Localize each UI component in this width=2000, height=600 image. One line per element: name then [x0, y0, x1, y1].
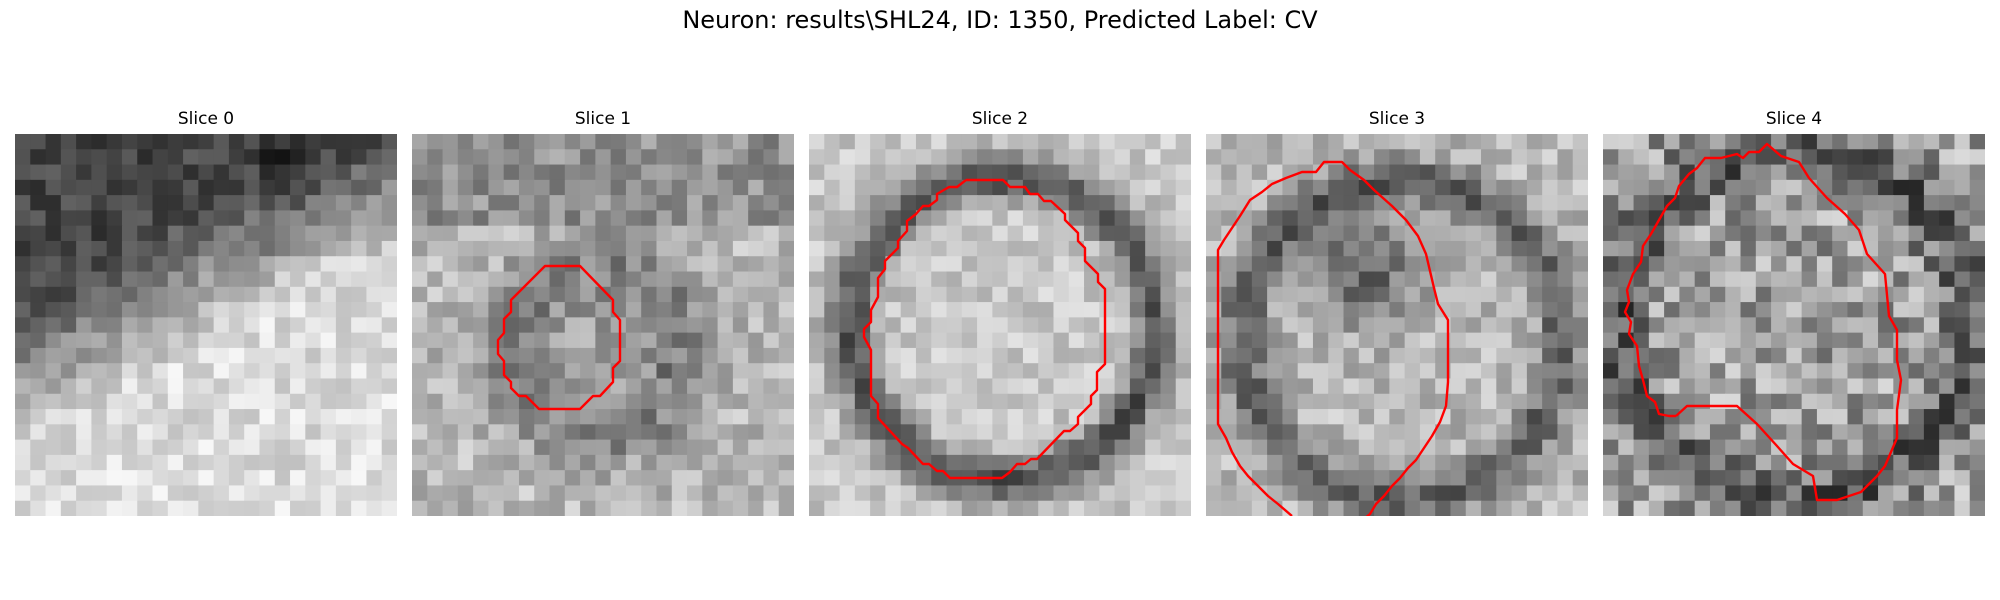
slice-1-title: Slice 1 — [574, 109, 632, 129]
slice-0-image — [15, 134, 397, 516]
slice-0-pixels — [15, 134, 397, 516]
slice-3-title: Slice 3 — [1368, 109, 1426, 129]
slice-2-pixels — [809, 134, 1191, 516]
slice-2-image — [809, 134, 1191, 516]
slice-4-image — [1603, 134, 1985, 516]
slice-3-pixels — [1206, 134, 1588, 516]
slice-4-pixels — [1603, 134, 1985, 516]
slice-1-image — [412, 134, 794, 516]
slice-3-image — [1206, 134, 1588, 516]
slice-0-title: Slice 0 — [177, 109, 235, 129]
slice-3-contour — [1216, 160, 1450, 516]
slice-1-contour — [496, 264, 622, 411]
slice-1-pixels — [412, 134, 794, 516]
slice-4-contour — [1623, 142, 1903, 502]
slice-2-title: Slice 2 — [971, 109, 1029, 129]
slice-2-contour — [862, 178, 1107, 480]
figure-title: Neuron: results\SHL24, ID: 1350, Predict… — [682, 6, 1318, 34]
slice-4-title: Slice 4 — [1765, 109, 1823, 129]
